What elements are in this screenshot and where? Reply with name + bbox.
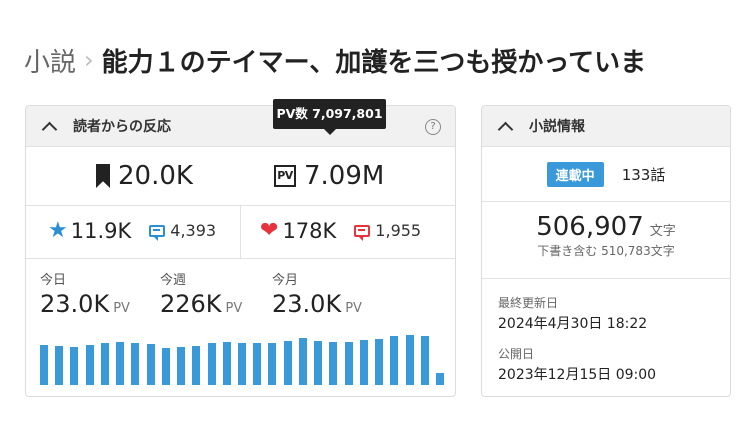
char-count-with-drafts: 下書き含む 510,783文字: [537, 244, 675, 258]
char-count-row: 506,907 文字 下書き含む 510,783文字: [482, 202, 730, 279]
last-updated-value: 2024年4月30日 18:22: [498, 316, 648, 332]
novel-info-header[interactable]: 小説情報: [482, 106, 730, 147]
published-label: 公開日: [498, 347, 535, 361]
pv-bar[interactable]: [146, 344, 155, 385]
pv-bar[interactable]: [40, 345, 48, 385]
pv-total: 7.09M: [304, 161, 385, 191]
week-value: 226K: [160, 290, 222, 318]
heart-icon: ❤: [260, 218, 279, 243]
week-stat: 今週 226K PV: [160, 269, 242, 318]
pv-bar[interactable]: [100, 343, 109, 385]
month-stat: 今月 23.0K PV: [272, 269, 362, 318]
month-label: 今月: [272, 273, 299, 288]
impression-icon: [354, 224, 371, 241]
novel-info-title: 小説情報: [529, 119, 585, 135]
week-unit: PV: [225, 301, 243, 316]
rating-count: 11.9K: [70, 218, 132, 243]
daily-pv-bars: [40, 335, 444, 385]
pv-bar[interactable]: [375, 339, 384, 385]
bookmark-count: 20.0K: [118, 161, 193, 191]
engagement-row: ★ 11.9K 4,393 ❤ 178K 1,955: [26, 206, 455, 259]
last-updated-label: 最終更新日: [498, 296, 559, 310]
pv-bar[interactable]: [131, 343, 140, 385]
week-label: 今週: [160, 273, 187, 288]
breadcrumb: 小説 › 能力１のテイマー、加護を三つも授かっていま: [24, 40, 646, 80]
pv-stat[interactable]: PV 7.09M: [274, 161, 384, 191]
status-row: 連載中 133話: [482, 147, 730, 202]
review-icon: [149, 224, 166, 241]
chevron-right-icon: ›: [84, 46, 94, 74]
bookmark-stat: 20.0K: [96, 161, 193, 191]
pv-bar[interactable]: [55, 346, 64, 385]
star-icon: ★: [48, 218, 68, 243]
today-value: 23.0K: [40, 290, 110, 318]
pv-bar[interactable]: [420, 336, 429, 385]
pv-bar[interactable]: [329, 342, 338, 385]
pv-bar[interactable]: [161, 348, 170, 385]
pv-bar[interactable]: [85, 345, 94, 385]
pv-bar[interactable]: [436, 373, 444, 385]
pv-bar[interactable]: [116, 342, 125, 385]
pv-bar[interactable]: [283, 341, 292, 385]
review-count: 4,393: [170, 221, 217, 240]
period-stats: 今日 23.0K PV 今週 226K PV 今月 23.0K PV: [26, 259, 455, 319]
pv-bar[interactable]: [298, 338, 307, 385]
pv-bar[interactable]: [390, 336, 399, 385]
today-label: 今日: [40, 273, 67, 288]
pv-bar[interactable]: [192, 346, 201, 385]
pv-icon: PV: [274, 165, 296, 187]
page-title: 能力１のテイマー、加護を三つも授かっていま: [101, 47, 647, 78]
status-badge: 連載中: [546, 161, 604, 187]
today-unit: PV: [113, 301, 130, 316]
rating-stat: ★ 11.9K 4,393: [48, 218, 216, 243]
pv-bar[interactable]: [268, 343, 277, 385]
reactions-card: 読者からの反応 ? PV数 7,097,801 20.0K PV 7.09M ★…: [25, 99, 456, 397]
impression-count: 1,955: [375, 221, 422, 240]
pv-bar[interactable]: [253, 343, 262, 385]
month-value: 23.0K: [272, 290, 342, 318]
char-count: 506,907: [536, 212, 644, 242]
dates: 最終更新日 2024年4月30日 18:22 公開日 2023年12月15日 0…: [498, 294, 656, 396]
breadcrumb-category-link[interactable]: 小説: [24, 47, 77, 78]
published-value: 2023年12月15日 09:00: [498, 367, 657, 383]
bookmark-icon: [96, 164, 110, 188]
char-unit: 文字: [649, 224, 676, 239]
novel-info-card: 小説情報 連載中 133話 506,907 文字 下書き含む 510,783文字 …: [481, 105, 731, 397]
help-icon[interactable]: ?: [425, 119, 441, 135]
pv-bar[interactable]: [222, 342, 231, 385]
pv-bar[interactable]: [405, 335, 414, 385]
divider: [240, 206, 241, 258]
pv-bar[interactable]: [314, 341, 323, 385]
reactions-title: 読者からの反応: [73, 119, 171, 135]
pv-bar[interactable]: [344, 342, 353, 385]
pv-bar[interactable]: [359, 340, 368, 385]
likes-count: 178K: [282, 218, 337, 243]
today-stat: 今日 23.0K PV: [40, 269, 130, 318]
reactions-header[interactable]: 読者からの反応 ?: [26, 106, 455, 147]
episode-count: 133話: [621, 165, 666, 184]
pv-bar[interactable]: [177, 347, 186, 385]
pv-tooltip: PV数 7,097,801: [273, 99, 386, 135]
pv-bar[interactable]: [238, 343, 246, 385]
pv-bar[interactable]: [70, 347, 79, 385]
chevron-up-icon[interactable]: [497, 121, 514, 137]
month-unit: PV: [345, 301, 362, 316]
likes-stat: ❤ 178K 1,955: [260, 218, 421, 243]
chevron-up-icon[interactable]: [41, 121, 58, 137]
pv-bar[interactable]: [207, 343, 216, 385]
totals-row: 20.0K PV 7.09M: [26, 147, 455, 206]
